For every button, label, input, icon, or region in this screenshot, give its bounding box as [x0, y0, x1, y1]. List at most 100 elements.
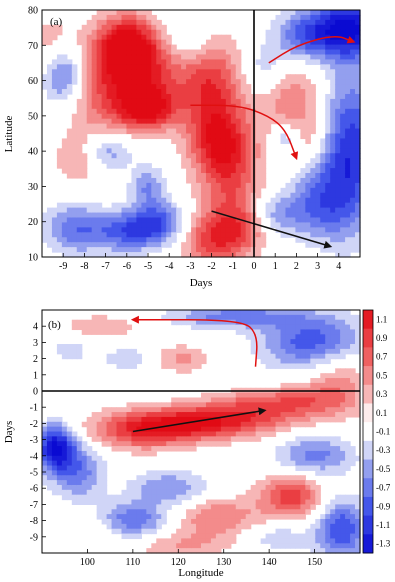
heatmap-cell: [191, 173, 197, 179]
heatmap-cell: [86, 93, 93, 100]
heatmap-cell: [305, 499, 311, 505]
heatmap-cell: [81, 158, 88, 164]
heatmap-cell: [270, 543, 277, 549]
heatmap-cell: [136, 173, 142, 179]
heatmap-cell: [235, 509, 242, 515]
heatmap-cell: [101, 98, 108, 105]
heatmap-cell: [335, 173, 341, 179]
heatmap-cell: [71, 460, 78, 467]
heatmap-cell: [101, 54, 108, 60]
heatmap-cell: [340, 89, 346, 95]
heatmap-cell: [305, 227, 311, 233]
heatmap-cell: [171, 436, 177, 442]
heatmap-cell: [305, 455, 311, 462]
heatmap-cell: [106, 84, 113, 90]
heatmap-cell: [290, 504, 297, 510]
heatmap-cell: [280, 455, 287, 462]
heatmap-cell: [101, 89, 108, 95]
heatmap-cell: [201, 518, 207, 525]
heatmap-cell: [225, 158, 232, 164]
heatmap-cell: [255, 329, 262, 335]
heatmap-cell: [235, 421, 242, 428]
heatmap-cell: [91, 436, 98, 442]
heatmap-cell: [340, 523, 346, 530]
heatmap-cell: [325, 353, 331, 360]
heatmap-cell: [116, 431, 123, 437]
heatmap-cell: [215, 89, 222, 95]
heatmap-cell: [265, 533, 272, 540]
heatmap-cell: [171, 441, 177, 447]
heatmap-cell: [315, 470, 321, 476]
heatmap-cell: [201, 397, 207, 403]
heatmap-cell: [240, 426, 247, 433]
heatmap-cell: [61, 84, 68, 90]
heatmap-cell: [56, 465, 63, 471]
heatmap-cell: [345, 118, 351, 125]
heatmap-cell: [176, 319, 182, 326]
heatmap-cell: [245, 212, 252, 219]
heatmap-cell: [215, 93, 222, 100]
heatmap-cell: [215, 523, 222, 530]
heatmap-cell: [136, 237, 142, 243]
y-tick-label: 4: [33, 322, 38, 333]
heatmap-cell: [355, 74, 361, 80]
heatmap-cell: [335, 446, 341, 452]
heatmap-cell: [250, 397, 257, 403]
heatmap-cell: [235, 504, 242, 510]
heatmap-cell: [225, 514, 232, 520]
heatmap-cell: [315, 207, 321, 214]
heatmap-cell: [141, 431, 147, 437]
heatmap-cell: [66, 84, 73, 90]
heatmap-cell: [340, 533, 346, 540]
heatmap-cell: [205, 69, 212, 75]
x-tick-label: -5: [144, 261, 152, 272]
heatmap-cell: [330, 450, 336, 457]
heatmap-cell: [215, 59, 222, 65]
heatmap-cell: [81, 446, 88, 452]
heatmap-cell: [290, 222, 297, 228]
heatmap-cell: [81, 217, 88, 224]
heatmap-cell: [220, 74, 227, 80]
heatmap-cell: [196, 192, 202, 199]
heatmap-cell: [345, 392, 351, 399]
heatmap-cell: [355, 54, 361, 60]
heatmap-cell: [215, 310, 222, 316]
heatmap-cell: [61, 227, 68, 233]
heatmap-cell: [330, 324, 336, 331]
heatmap-cell: [106, 494, 113, 501]
heatmap-cell: [121, 528, 128, 535]
heatmap-cell: [61, 89, 68, 95]
heatmap-cell: [96, 148, 103, 154]
heatmap-cell: [86, 128, 93, 135]
heatmap-cell: [101, 64, 108, 70]
heatmap-cell: [215, 392, 222, 399]
heatmap-cell: [220, 247, 227, 253]
heatmap-cell: [315, 197, 321, 204]
heatmap-cell: [116, 242, 123, 248]
heatmap-cell: [315, 242, 321, 248]
heatmap-cell: [295, 34, 301, 41]
heatmap-cell: [225, 431, 232, 437]
heatmap-cell: [260, 431, 267, 437]
heatmap-cell: [305, 49, 311, 56]
heatmap-cell: [76, 242, 83, 248]
heatmap-cell: [270, 39, 277, 46]
heatmap-cell: [186, 412, 192, 418]
heatmap-cell: [220, 543, 227, 549]
heatmap-cell: [76, 436, 83, 442]
heatmap-cell: [345, 441, 351, 447]
heatmap-cell: [151, 69, 157, 75]
heatmap-cell: [166, 202, 172, 209]
heatmap-cell: [310, 192, 316, 199]
heatmap-cell: [265, 392, 272, 399]
heatmap-cell: [101, 10, 108, 16]
heatmap-cell: [146, 128, 152, 135]
heatmap-cell: [81, 163, 88, 169]
heatmap-cell: [305, 34, 311, 41]
heatmap-cell: [285, 138, 292, 144]
heatmap-cell: [96, 54, 103, 60]
heatmap-cell: [116, 84, 123, 90]
heatmap-cell: [260, 319, 267, 326]
heatmap-cell: [220, 113, 227, 120]
heatmap-cell: [355, 319, 361, 326]
